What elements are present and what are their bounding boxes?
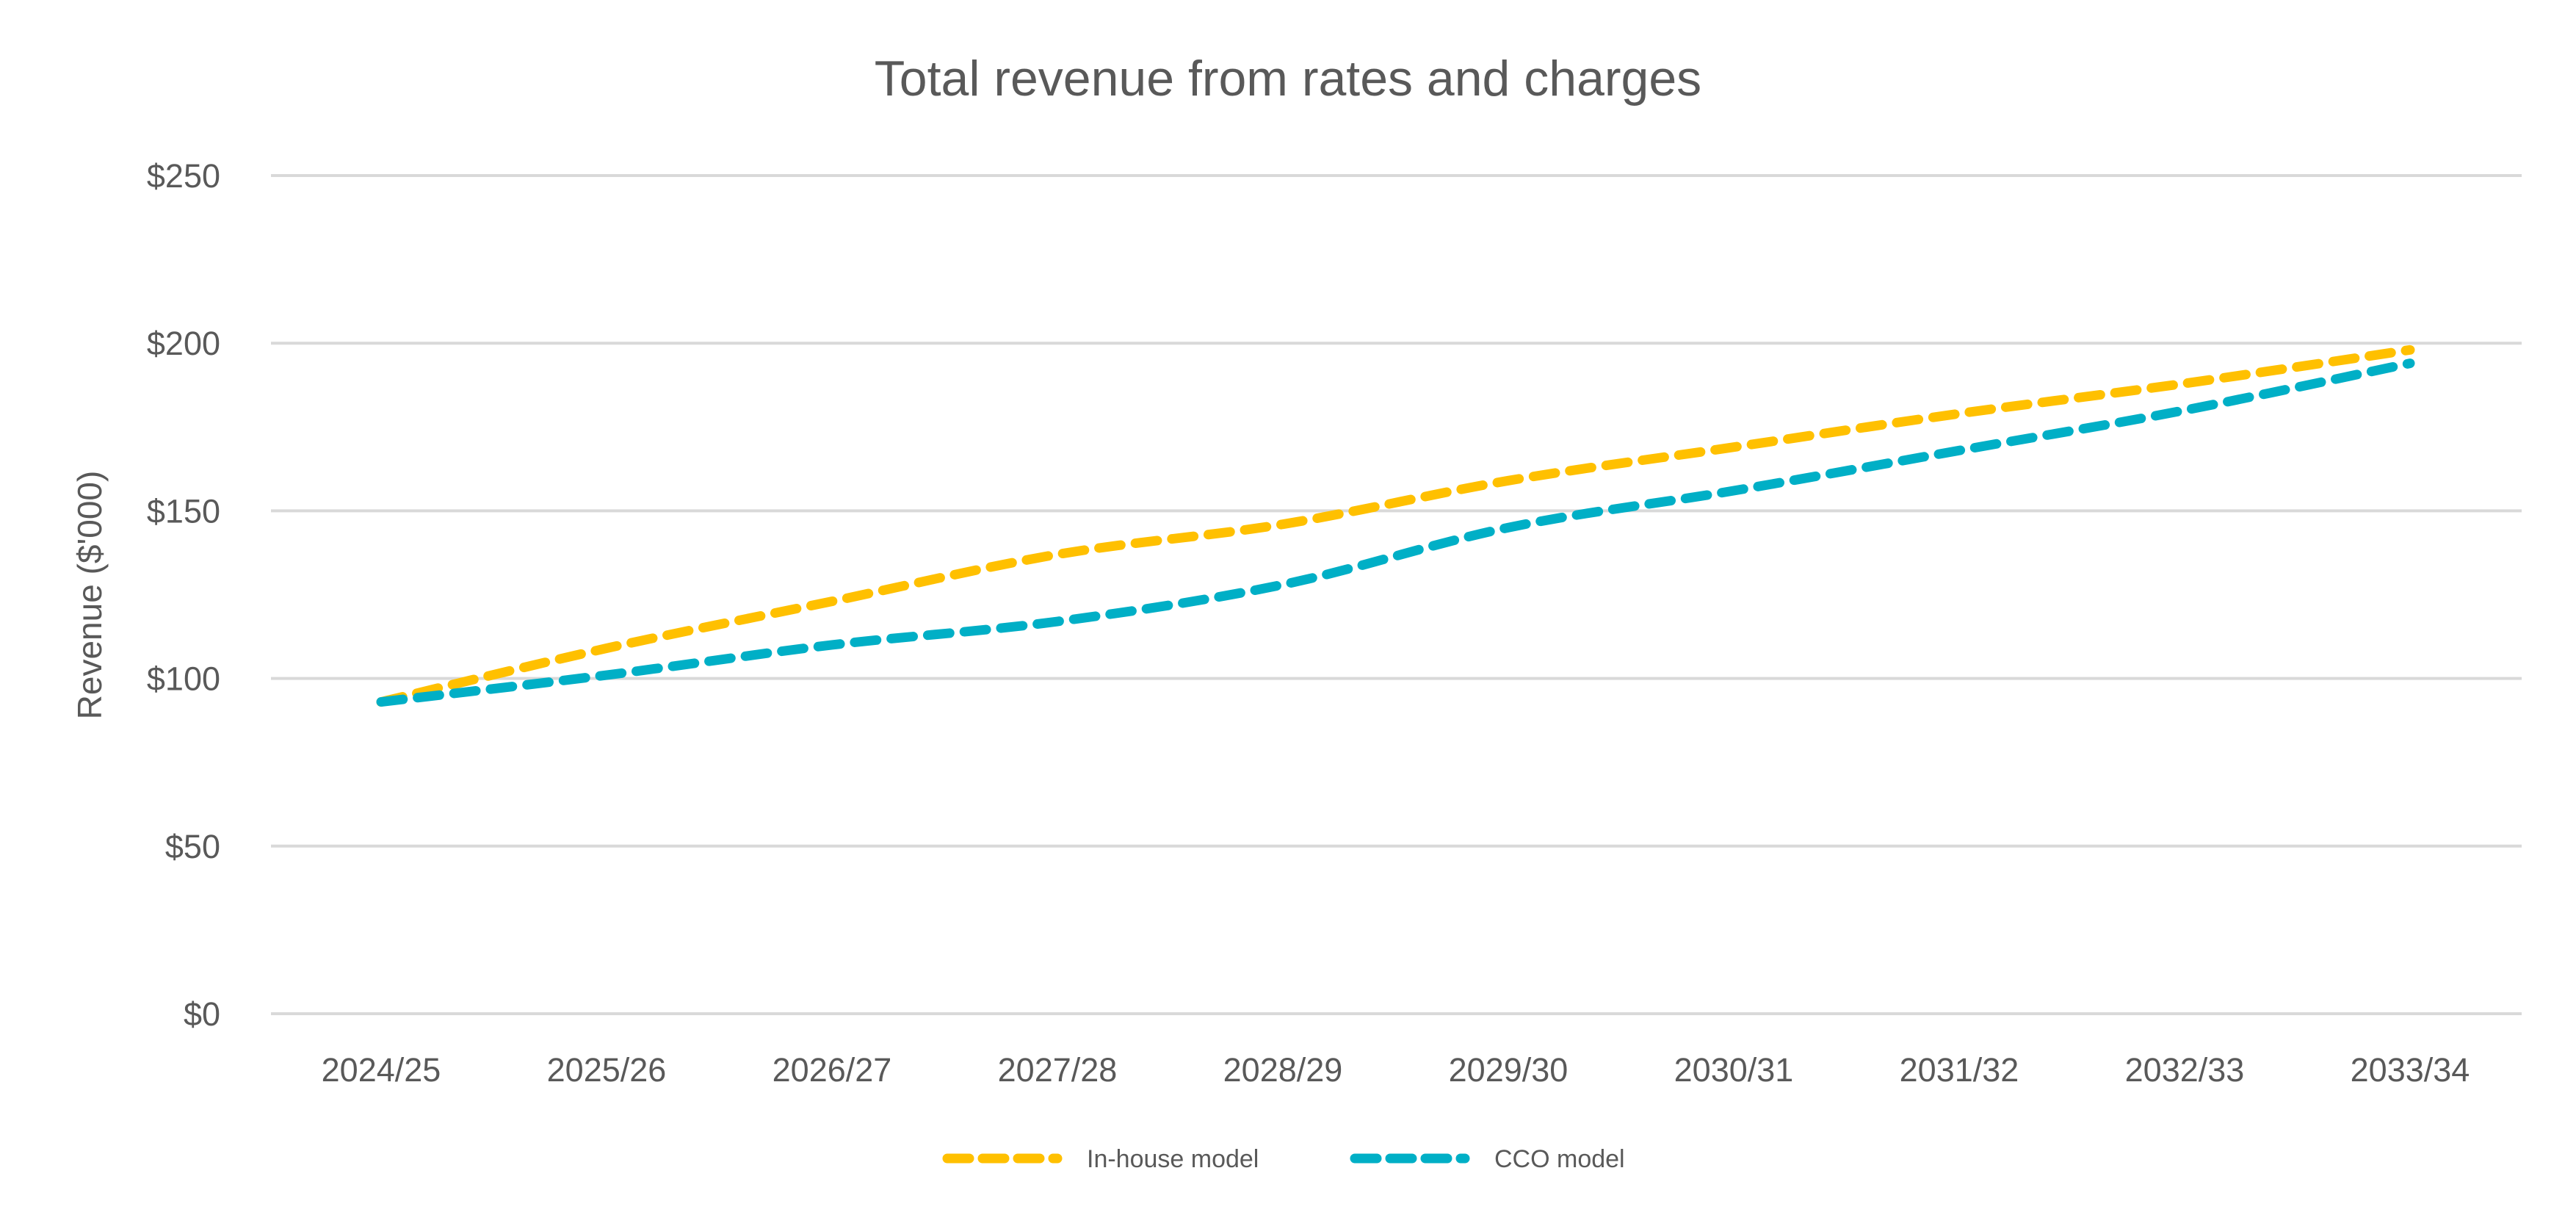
- y-tick-label: $200: [147, 325, 220, 362]
- y-tick-label: $250: [147, 157, 220, 195]
- x-tick-label: 2033/34: [2351, 1051, 2470, 1089]
- legend-item: In-house model: [942, 1145, 1259, 1173]
- x-tick-label: 2024/25: [322, 1051, 441, 1089]
- legend-label: CCO model: [1494, 1145, 1625, 1173]
- x-tick-label: 2025/26: [547, 1051, 667, 1089]
- chart-title: Total revenue from rates and charges: [875, 51, 1701, 107]
- y-tick-label: $150: [147, 492, 220, 530]
- y-tick-label: $0: [184, 995, 220, 1033]
- y-tick-label: $100: [147, 660, 220, 698]
- x-tick-label: 2030/31: [1674, 1051, 1794, 1089]
- y-tick-label: $50: [165, 828, 220, 865]
- legend-label: In-house model: [1087, 1145, 1259, 1173]
- x-tick-label: 2028/29: [1223, 1051, 1343, 1089]
- series-line-in-house: [376, 345, 2415, 707]
- x-tick-label: 2026/27: [773, 1051, 892, 1089]
- x-tick-label: 2029/30: [1449, 1051, 1569, 1089]
- x-tick-label: 2031/32: [1900, 1051, 2019, 1089]
- y-axis-title: Revenue ($'000): [70, 471, 109, 720]
- x-tick-label: 2027/28: [998, 1051, 1118, 1089]
- x-tick-label: 2032/33: [2125, 1051, 2245, 1089]
- series-line-cco: [376, 358, 2415, 707]
- legend-item: CCO model: [1350, 1145, 1625, 1173]
